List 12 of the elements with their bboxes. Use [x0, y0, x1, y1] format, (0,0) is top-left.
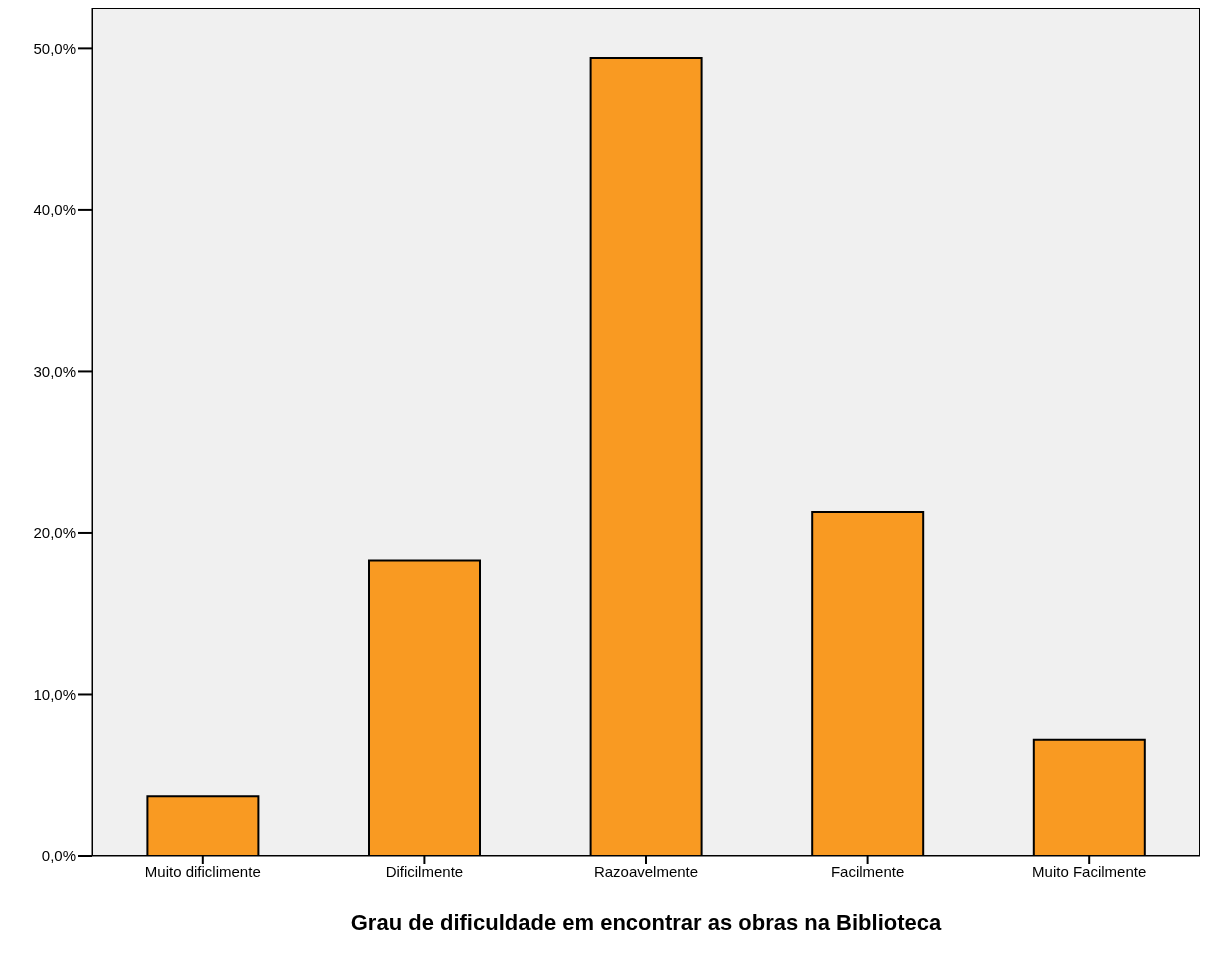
x-tick-label: Muito Facilmente — [1032, 862, 1147, 880]
x-tick-label: Dificilmente — [385, 862, 464, 880]
y-tick-label: 0,0% — [41, 847, 76, 865]
y-tick-label: 50,0% — [33, 39, 76, 57]
y-tick-label: 30,0% — [33, 362, 76, 380]
x-tick-label: Razoavelmente — [593, 862, 699, 880]
x-tick-label: Muito dificlimente — [144, 862, 261, 880]
x-tick-label: Facilmente — [830, 862, 905, 880]
y-tick-label: 10,0% — [33, 685, 76, 703]
y-tick-label: 40,0% — [33, 201, 76, 219]
y-tick-label: 20,0% — [33, 524, 76, 542]
x-axis-title: Grau de dificuldade em encontrar as obras na Biblioteca — [350, 910, 943, 935]
